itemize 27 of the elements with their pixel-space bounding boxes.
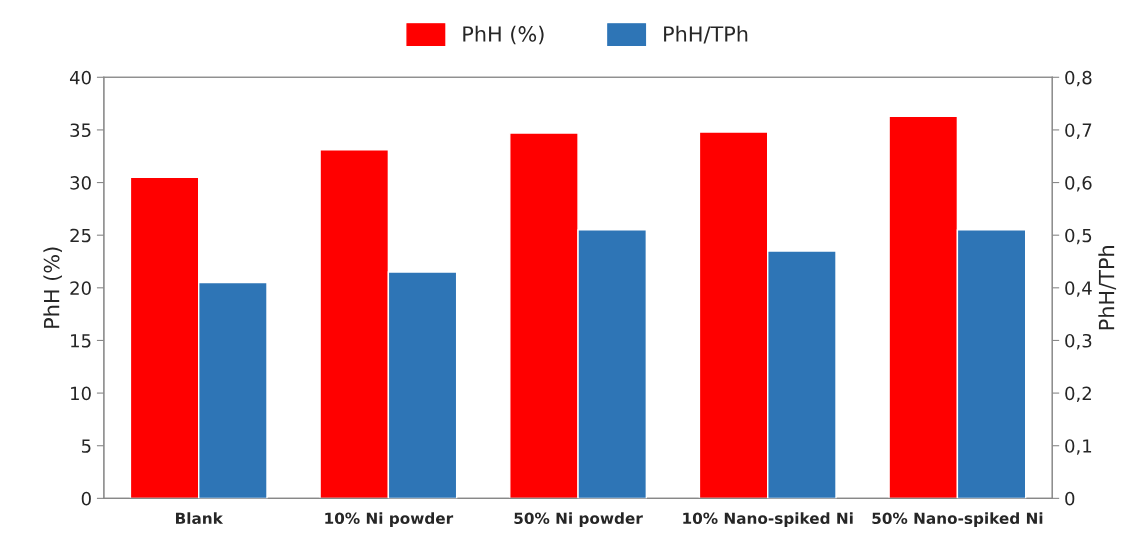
- y2-tick-label: 0,6: [1065, 176, 1092, 192]
- legend-label: PhH (%): [463, 25, 544, 45]
- x-tick-label: 50% Nano-spiked Ni: [872, 512, 1043, 528]
- y2-axis-title: PhH/TPh: [1098, 246, 1117, 330]
- y2-tick-label: 0,7: [1065, 123, 1092, 139]
- x-tick-label: 10% Nano-spiked Ni: [683, 512, 853, 528]
- y2-tick-label: 0,1: [1065, 439, 1092, 455]
- y-tick-label: 40: [69, 70, 91, 85]
- x-tick-label: Blank: [175, 512, 224, 525]
- y-tick-label: 35: [70, 123, 91, 138]
- x-tick-label: 50% Ni powder: [514, 512, 643, 528]
- y-tick-label: 30: [70, 176, 91, 190]
- y2-tick-label: 0,2: [1065, 386, 1091, 403]
- y-axis-title: PhH (%): [43, 247, 62, 328]
- y-tick-label: 15: [71, 334, 91, 348]
- y2-tick-label: 0,8: [1065, 70, 1092, 87]
- y2-tick-label: 0,5: [1065, 228, 1092, 245]
- y-tick-label: 10: [71, 386, 91, 401]
- y-tick-label: 0: [81, 491, 91, 506]
- y-tick-label: 20: [70, 281, 91, 295]
- y-tick-label: 25: [70, 228, 91, 243]
- y2-tick-label: 0: [1065, 491, 1075, 506]
- y-tick-label: 5: [81, 439, 91, 453]
- x-tick-label: 10% Ni powder: [325, 512, 454, 528]
- y2-tick-label: 0,4: [1065, 281, 1092, 297]
- legend-label: PhH/TPh: [664, 25, 748, 44]
- y2-tick-label: 0,3: [1065, 333, 1092, 350]
